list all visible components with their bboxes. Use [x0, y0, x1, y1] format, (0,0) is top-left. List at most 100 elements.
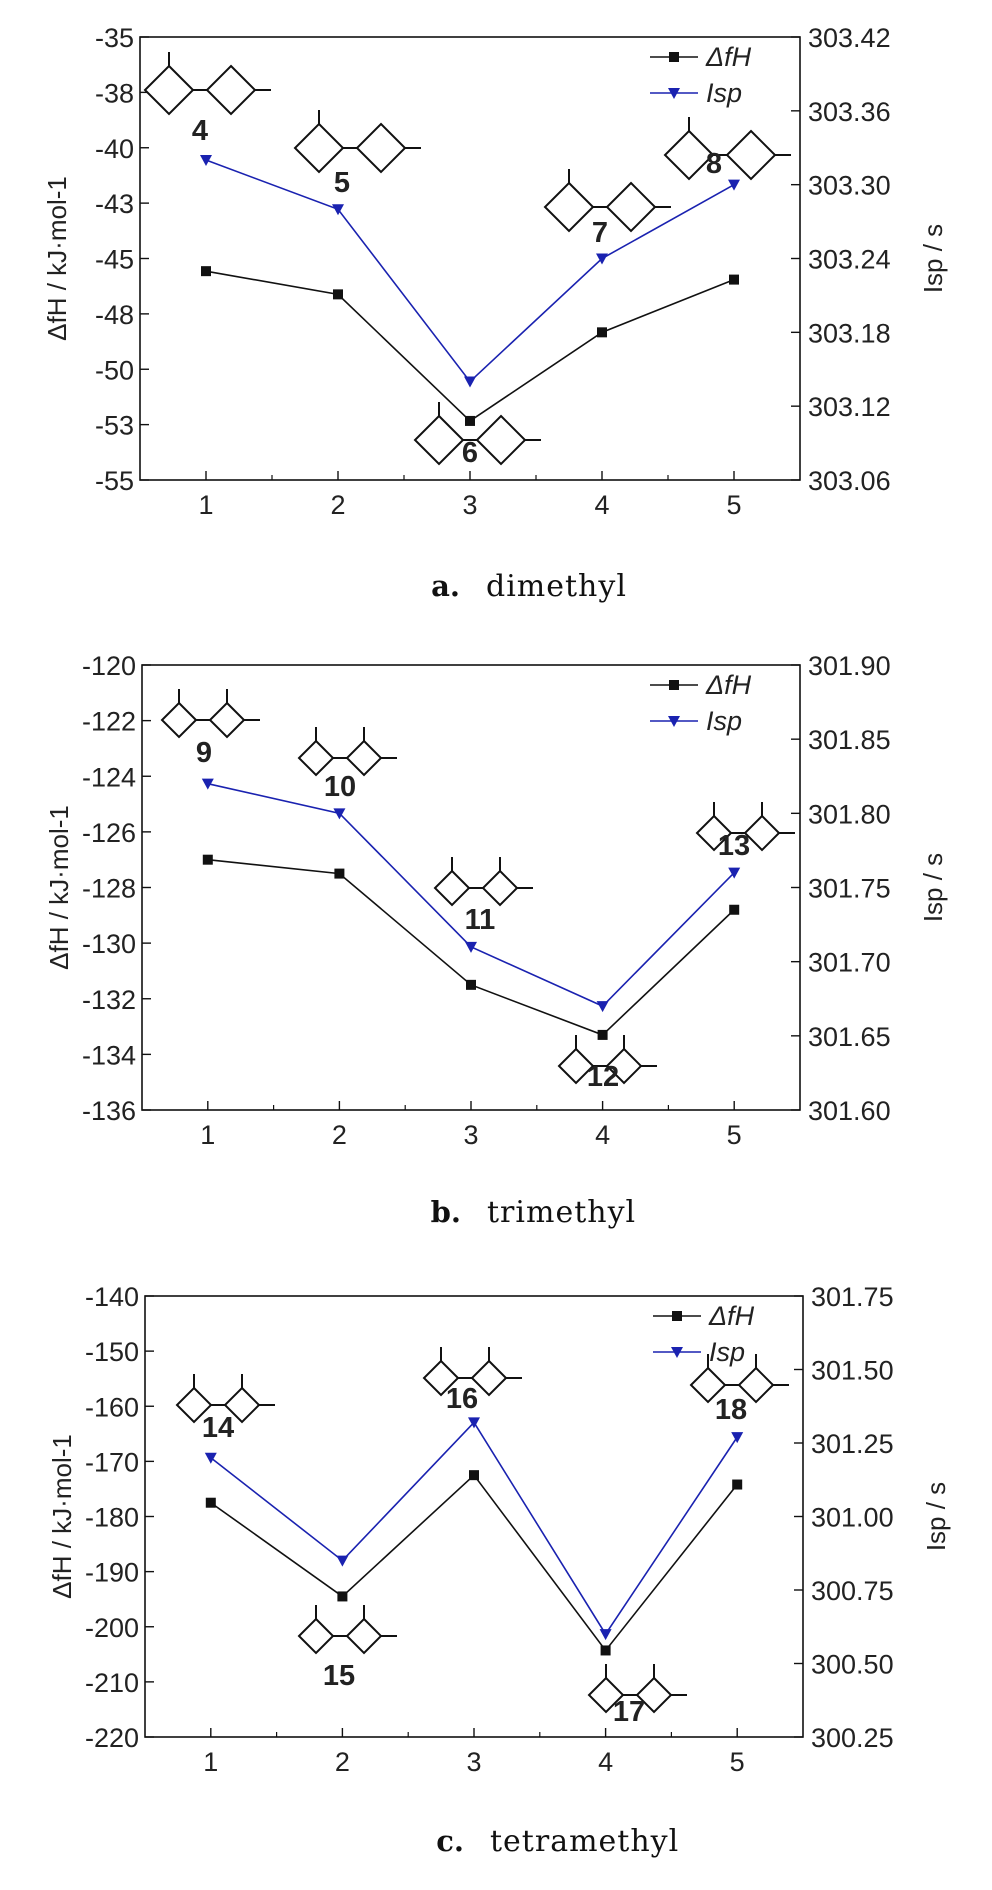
- structure-drawing: [663, 117, 791, 181]
- y-tick-label: -45: [95, 245, 134, 275]
- y2-axis-title: Isp / s: [921, 1482, 951, 1551]
- data-point: [201, 266, 211, 277]
- data-point: [599, 1629, 612, 1641]
- y2-tick-label: 301.70: [808, 948, 891, 978]
- structure-drawing: [433, 857, 533, 907]
- y-tick-label: -132: [82, 985, 136, 1015]
- x-tick-label: 3: [466, 1747, 481, 1777]
- y-tick-label: -55: [95, 466, 134, 496]
- legend-label: Isp: [709, 1337, 745, 1367]
- compound-label: 6: [462, 437, 478, 469]
- ring-right-shape: [470, 1359, 508, 1397]
- plot-frame: [144, 1295, 804, 1738]
- structure-drawing: [143, 52, 271, 116]
- y2-tick-label: 303.18: [808, 318, 891, 348]
- ring-left-shape: [143, 64, 195, 116]
- x-tick-label: 5: [726, 490, 741, 520]
- data-point: [597, 327, 607, 338]
- y-tick-label: -160: [85, 1392, 139, 1422]
- y-tick-label: -126: [82, 818, 136, 848]
- ring-left-shape: [695, 814, 733, 852]
- structure-drawing: [160, 689, 260, 739]
- data-point: [600, 1645, 611, 1656]
- y-tick-label: -150: [85, 1337, 139, 1367]
- ring-right-shape: [208, 701, 246, 739]
- chart-panel: 1 2 3 4 5 -35 -38 -40 -43 -45 -48 -50 -53 -55 303.42 30…: [42, 23, 948, 604]
- ring-left-shape: [433, 869, 471, 907]
- caption-text: tetramethyl: [490, 1824, 679, 1859]
- legend-label: ΔfH: [705, 670, 752, 700]
- y-tick-label: -210: [85, 1668, 139, 1698]
- y2-tick-label: 301.90: [808, 651, 891, 681]
- ring-right-shape: [635, 1676, 673, 1714]
- y2-tick-label: 300.50: [811, 1650, 894, 1680]
- compound-label: 16: [446, 1383, 478, 1415]
- chart-panel: 1 2 3 4 5-120-122-124-126-128-130-132-134-13…: [44, 651, 948, 1230]
- structure-drawing: [413, 402, 541, 466]
- ring-left-shape: [587, 1676, 625, 1714]
- y2-tick-label: 303.06: [808, 466, 891, 496]
- data-point: [333, 808, 346, 820]
- ring-right-shape: [743, 814, 781, 852]
- y-tick-label: -170: [85, 1447, 139, 1477]
- structure-drawing: [543, 169, 671, 233]
- y-tick-label: -220: [85, 1723, 139, 1753]
- x-tick-label: 1: [200, 1120, 215, 1150]
- series-line: [207, 782, 735, 1008]
- structure-drawing: [297, 1605, 397, 1655]
- legend-marker: [668, 716, 680, 727]
- ring-left-shape: [175, 1386, 213, 1424]
- y2-tick-label: 303.12: [808, 392, 891, 422]
- structure-drawing: [422, 1347, 522, 1397]
- y2-tick-label: 301.75: [811, 1282, 894, 1312]
- data-point: [731, 1432, 744, 1444]
- data-point: [204, 1452, 217, 1464]
- y2-tick-label: 301.75: [808, 874, 891, 904]
- legend-marker: [669, 52, 679, 62]
- ring-right-shape: [725, 129, 777, 181]
- data-point: [468, 1417, 480, 1429]
- ring-right-shape: [605, 1047, 643, 1085]
- y-tick-label: -124: [82, 762, 136, 792]
- x-tick-label: 2: [330, 490, 345, 520]
- data-point: [728, 179, 740, 191]
- y-axis-title: ΔfH / kJ·mol-1: [42, 176, 72, 341]
- data-point: [729, 274, 739, 285]
- y2-tick-label: 301.25: [811, 1429, 894, 1459]
- legend-label: Isp: [706, 78, 742, 108]
- compound-label: 9: [196, 737, 212, 769]
- y2-tick-label: 300.75: [811, 1576, 894, 1606]
- chart-panel: 1 2 3 4 5 -140 -150 -160 -170 -180 -190 -200 -210 -22…: [47, 1282, 951, 1859]
- y2-tick-label: 303.36: [808, 97, 891, 127]
- ring-left-shape: [293, 122, 345, 174]
- y-tick-label: -48: [95, 300, 134, 330]
- y2-tick-label: 303.42: [808, 23, 891, 53]
- ring-right-shape: [475, 414, 527, 466]
- data-point: [201, 778, 214, 790]
- data-point: [596, 253, 608, 265]
- y-tick-label: -180: [85, 1503, 139, 1533]
- y-tick-label: -128: [82, 874, 136, 904]
- caption-letter: b.: [431, 1195, 461, 1229]
- structure-drawing: [175, 1374, 275, 1424]
- x-tick-label: 1: [198, 490, 213, 520]
- ring-left-shape: [663, 129, 715, 181]
- series-line: [205, 270, 735, 422]
- y2-tick-label: 301.80: [808, 799, 891, 829]
- ring-right-shape: [205, 64, 257, 116]
- data-point: [465, 415, 475, 426]
- ring-right-shape: [345, 739, 383, 777]
- compound-label: 15: [323, 1660, 355, 1692]
- compound-label: 17: [613, 1696, 645, 1728]
- compound-label: 7: [592, 217, 608, 249]
- legend-label: ΔfH: [705, 42, 752, 72]
- ring-right-shape: [223, 1386, 261, 1424]
- x-tick-label: 2: [335, 1747, 350, 1777]
- ring-right-shape: [737, 1366, 775, 1404]
- y2-tick-label: 301.60: [808, 1096, 891, 1126]
- compound-label: 8: [706, 148, 722, 180]
- data-point: [597, 1029, 608, 1040]
- legend-marker: [668, 88, 680, 99]
- ring-right-shape: [605, 181, 657, 233]
